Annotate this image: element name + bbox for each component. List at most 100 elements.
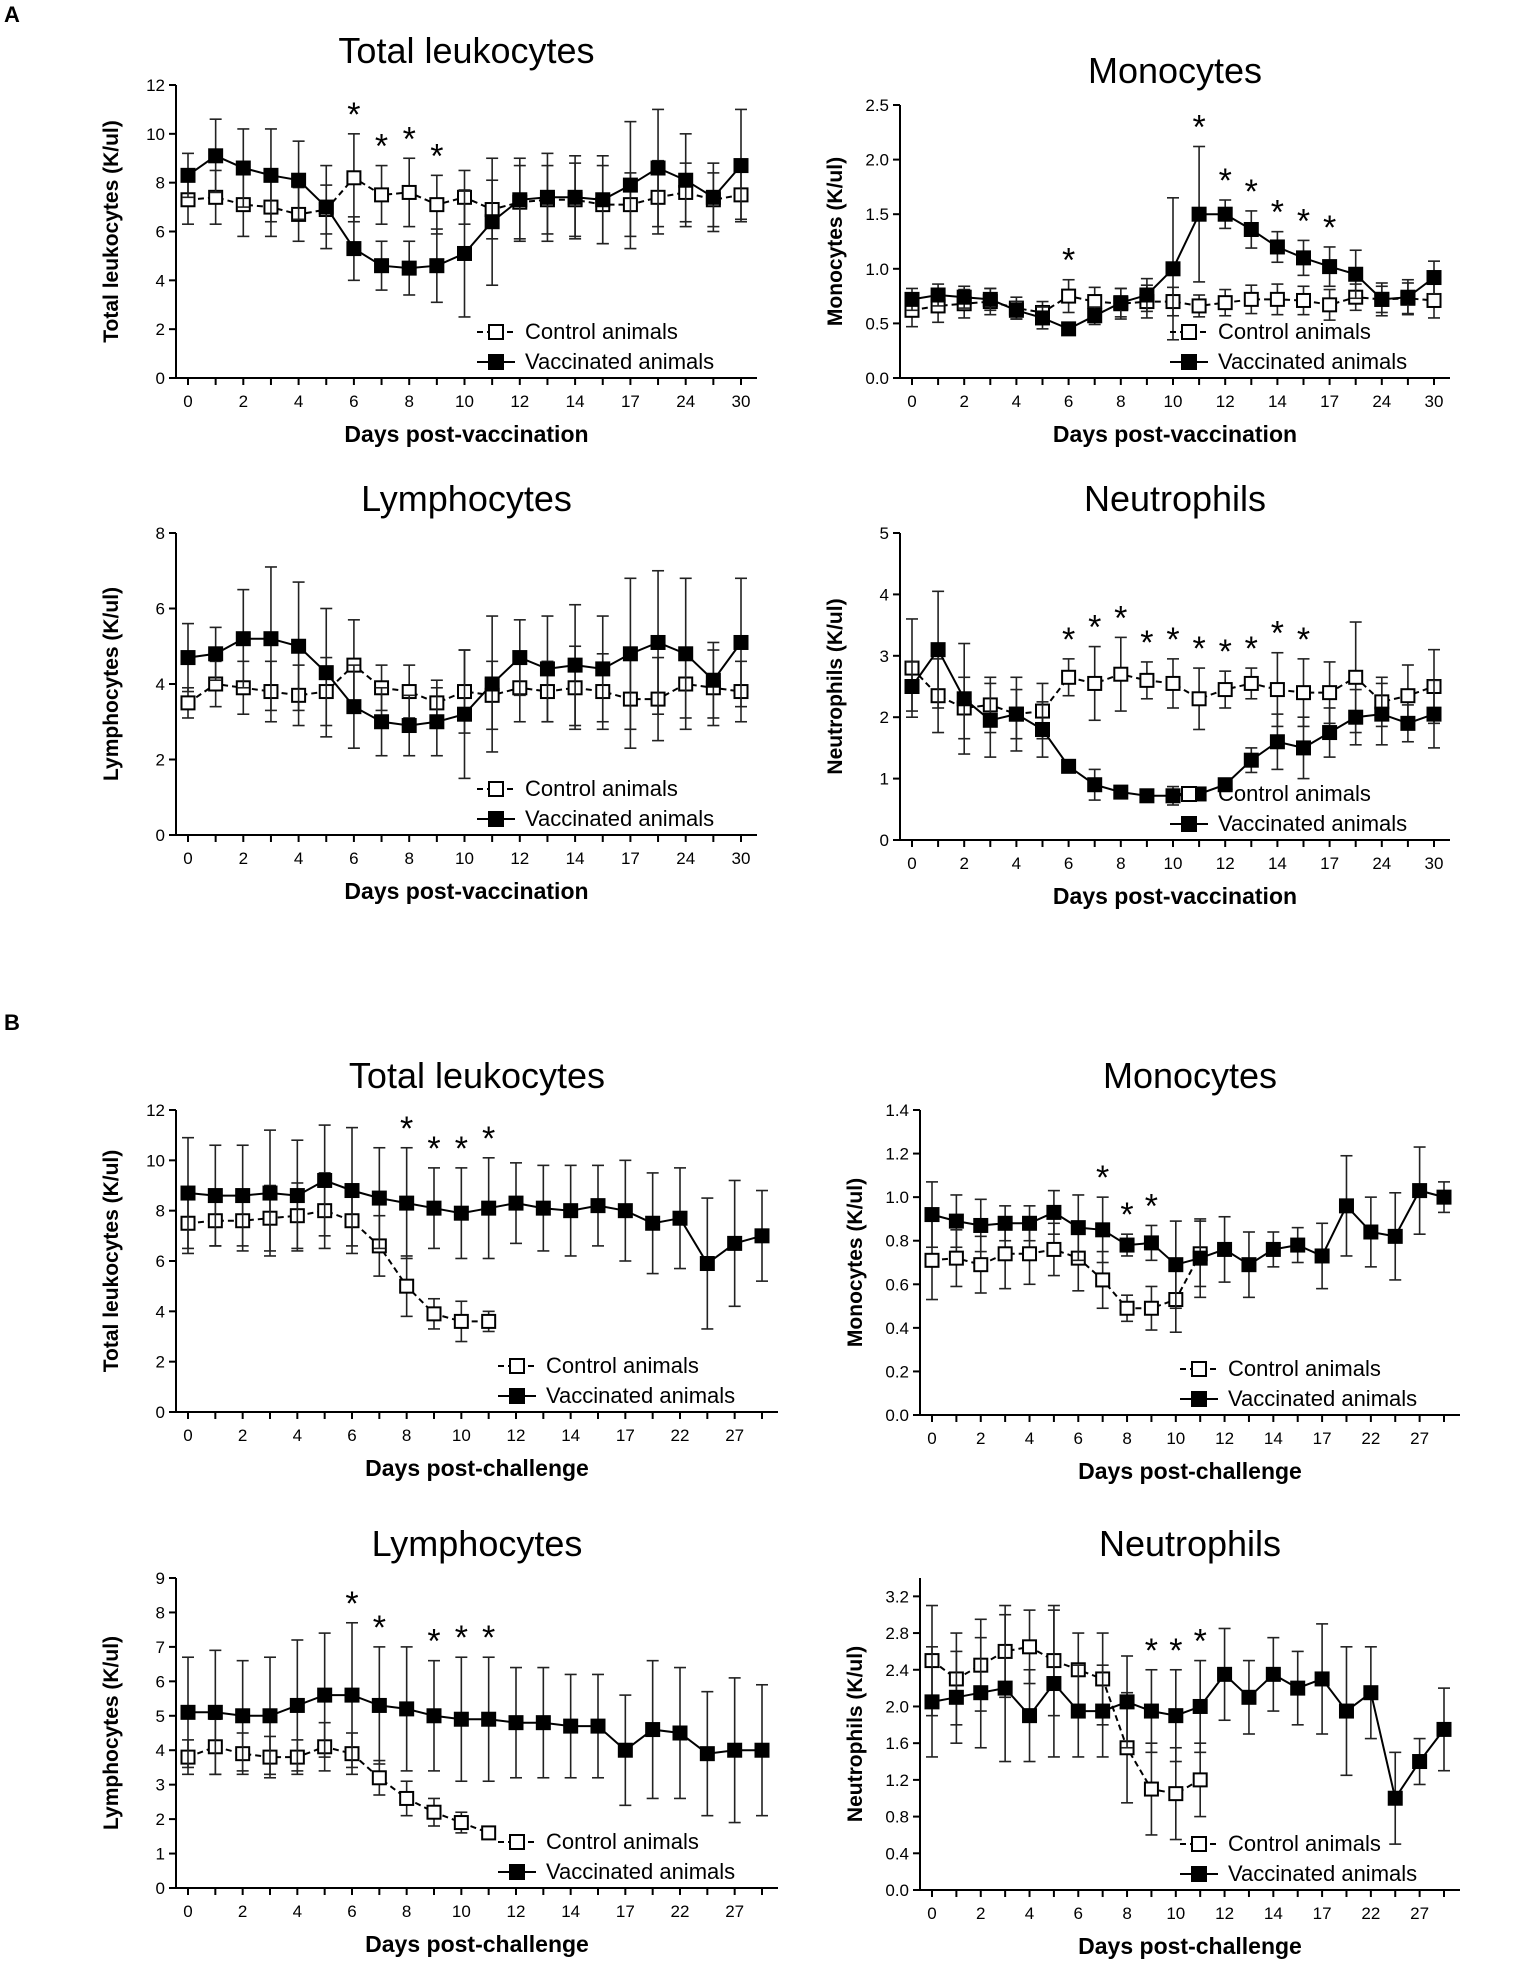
legend-label: Control animals <box>546 1829 699 1854</box>
x-tick-label: 4 <box>1025 1429 1034 1448</box>
chart-title: Neutrophils <box>1084 478 1266 519</box>
data-point <box>426 1200 442 1216</box>
y-tick-label: 1.2 <box>885 1771 909 1790</box>
data-point <box>1061 669 1077 685</box>
x-tick-label: 2 <box>976 1429 985 1448</box>
series-line <box>187 663 742 704</box>
data-point <box>401 718 417 734</box>
x-tick-label: 4 <box>294 849 303 868</box>
significance-star: * <box>1096 1159 1109 1197</box>
legend-marker <box>1181 354 1197 370</box>
series-control <box>180 1718 497 1841</box>
chart-title: Monocytes <box>1103 1055 1277 1096</box>
y-tick-label: 6 <box>156 600 165 619</box>
x-tick-label: 17 <box>621 849 640 868</box>
x-tick-label: 24 <box>1372 392 1391 411</box>
data-point <box>180 650 196 666</box>
data-point <box>1139 287 1155 303</box>
legend-vaccinated: Vaccinated animals <box>1170 349 1407 374</box>
y-tick-label: 0.0 <box>885 1881 909 1900</box>
x-tick-label: 2 <box>239 392 248 411</box>
data-point <box>1168 1257 1184 1273</box>
data-point <box>1296 292 1311 308</box>
significance-star: * <box>1297 202 1310 240</box>
x-axis-label: Days post-vaccination <box>344 421 588 447</box>
data-point <box>1095 1222 1111 1238</box>
data-point <box>1165 261 1181 277</box>
data-point <box>1322 685 1338 701</box>
series-vaccinated <box>904 145 1442 341</box>
data-point <box>399 1701 415 1717</box>
significance-star: * <box>1245 173 1258 211</box>
data-point <box>1191 206 1207 222</box>
significance-star: * <box>1140 624 1153 662</box>
x-tick-label: 8 <box>1116 392 1125 411</box>
data-point <box>617 1742 633 1758</box>
x-tick-label: 12 <box>507 1902 526 1921</box>
legend-label: Vaccinated animals <box>1218 349 1407 374</box>
x-tick-label: 12 <box>510 392 529 411</box>
data-point <box>1087 777 1103 793</box>
data-point <box>733 634 749 650</box>
legend-marker <box>488 781 504 797</box>
data-point <box>1192 1250 1208 1266</box>
data-point <box>924 1207 940 1223</box>
series-control <box>924 1218 1208 1334</box>
significance-star: * <box>345 1585 358 1623</box>
x-tick-label: 6 <box>1064 854 1073 873</box>
y-axis-label: Lymphocytes (K/ul) <box>100 587 123 781</box>
data-point <box>699 1256 715 1272</box>
data-point <box>1426 270 1442 286</box>
y-axis-label: Total leukocytes (K/ul) <box>100 1150 123 1372</box>
data-point <box>371 1770 387 1786</box>
significance-star: * <box>1145 1632 1158 1670</box>
x-tick-label: 22 <box>1361 1904 1380 1923</box>
x-tick-label: 12 <box>1216 392 1235 411</box>
significance-star: * <box>403 120 416 158</box>
data-point <box>1191 298 1207 314</box>
y-tick-label: 0.4 <box>885 1844 909 1863</box>
y-tick-label: 2.4 <box>885 1661 909 1680</box>
x-axis-label: Days post-challenge <box>365 1455 589 1481</box>
y-tick-label: 0.8 <box>885 1808 909 1827</box>
y-tick-label: 2.5 <box>865 96 889 115</box>
data-point <box>733 158 749 174</box>
data-point <box>567 657 583 673</box>
series-line <box>911 667 1435 716</box>
data-point <box>374 258 390 274</box>
data-point <box>956 691 972 707</box>
x-tick-label: 8 <box>402 1902 411 1921</box>
data-point <box>982 291 998 307</box>
chart-title: Total leukocytes <box>338 30 594 71</box>
y-tick-label: 1.0 <box>865 260 889 279</box>
data-point <box>401 260 417 276</box>
data-point <box>1400 715 1416 731</box>
y-tick-label: 4 <box>156 1302 165 1321</box>
x-tick-label: 8 <box>404 849 413 868</box>
data-point <box>1374 706 1390 722</box>
significance-star: * <box>1194 1623 1207 1661</box>
series-vaccinated <box>180 1621 770 1824</box>
data-point <box>1338 1703 1354 1719</box>
significance-star: * <box>1088 609 1101 647</box>
x-tick-label: 0 <box>183 1902 192 1921</box>
data-point <box>1269 682 1285 698</box>
data-point <box>1119 1300 1135 1316</box>
data-point <box>508 1715 524 1731</box>
y-tick-label: 0.2 <box>885 1362 909 1381</box>
x-tick-label: 0 <box>927 1429 936 1448</box>
x-tick-label: 10 <box>455 392 474 411</box>
significance-star: * <box>1219 633 1232 671</box>
data-point <box>426 1804 442 1820</box>
data-point <box>1217 295 1233 311</box>
x-tick-label: 30 <box>1425 392 1444 411</box>
data-point <box>1192 1772 1208 1788</box>
data-point <box>429 197 445 213</box>
data-point <box>617 1203 633 1219</box>
panel-label-b: B <box>4 1010 20 1035</box>
data-point <box>948 1213 964 1229</box>
data-point <box>1119 1237 1135 1253</box>
